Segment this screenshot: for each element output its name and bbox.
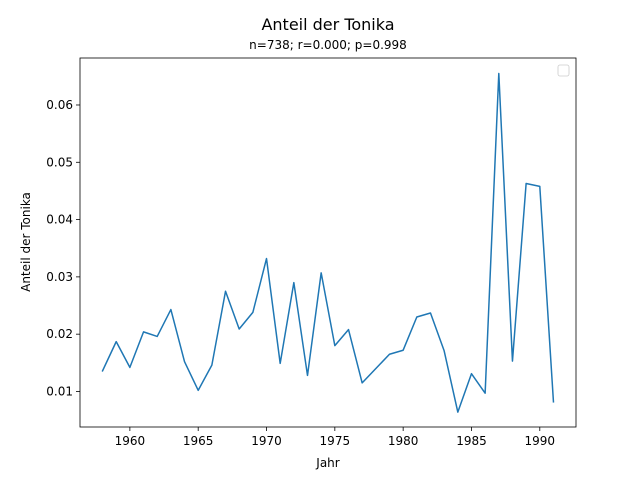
- x-tick-label: 1990: [525, 434, 556, 448]
- x-tick-label: 1965: [183, 434, 214, 448]
- y-axis-ticks: 0.01 0.02 0.03 0.04 0.05 0.06: [46, 98, 80, 398]
- y-tick-label: 0.02: [46, 327, 73, 341]
- y-tick-label: 0.06: [46, 98, 73, 112]
- chart-subtitle: n=738; r=0.000; p=0.998: [249, 38, 407, 52]
- x-axis-label: Jahr: [315, 456, 339, 470]
- chart-title: Anteil der Tonika: [261, 15, 394, 34]
- legend-box: [557, 64, 570, 77]
- plot-frame: [79, 57, 577, 428]
- x-tick-label: 1970: [251, 434, 282, 448]
- x-tick-label: 1985: [456, 434, 487, 448]
- x-axis-ticks: 1960 1965 1970 1975 1980 1985 1990: [115, 427, 555, 448]
- y-tick-label: 0.04: [46, 213, 73, 227]
- y-tick-label: 0.03: [46, 270, 73, 284]
- y-tick-label: 0.05: [46, 155, 73, 169]
- x-tick-label: 1980: [388, 434, 419, 448]
- series-line: [101, 72, 555, 413]
- x-tick-label: 1975: [320, 434, 351, 448]
- y-tick-label: 0.01: [46, 384, 73, 398]
- x-tick-label: 1960: [115, 434, 146, 448]
- y-axis-label: Anteil der Tonika: [19, 192, 33, 292]
